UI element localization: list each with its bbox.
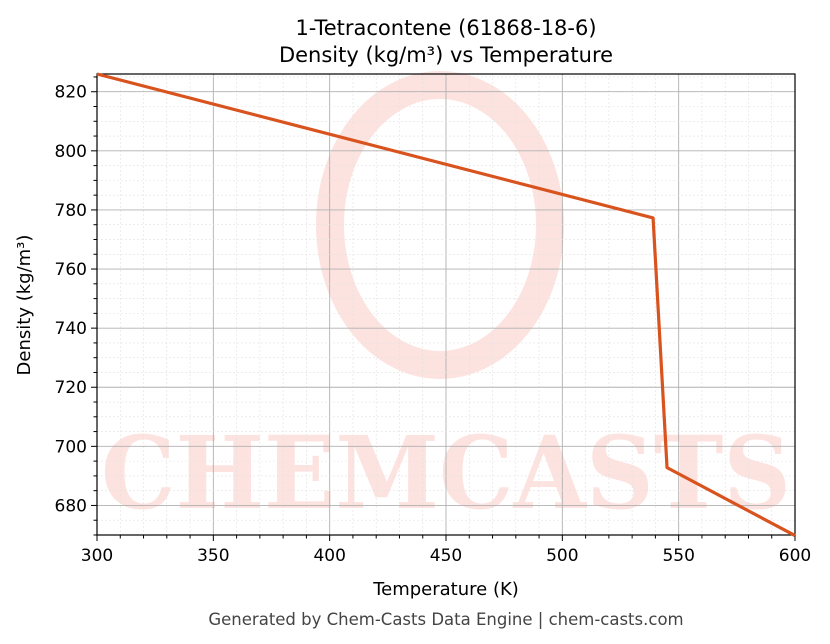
x-tick-label: 550 [662,546,694,566]
x-axis-label: Temperature (K) [372,579,519,600]
y-axis-label: Density (kg/m³) [14,235,35,376]
x-tick-label: 350 [197,546,229,566]
footer-text: Generated by Chem-Casts Data Engine | ch… [208,610,683,629]
chart-title: 1-Tetracontene (61868-18-6) [295,16,596,40]
x-tick-label: 300 [81,546,113,566]
y-tick-label: 700 [55,437,87,457]
y-tick-label: 820 [55,83,87,103]
y-tick-label: 760 [55,260,87,280]
y-tick-label: 740 [55,319,87,339]
x-tick-label: 450 [430,546,462,566]
x-tick-label: 500 [546,546,578,566]
y-tick-label: 680 [55,496,87,516]
x-tick-label: 600 [779,546,811,566]
chart-subtitle: Density (kg/m³) vs Temperature [279,43,613,67]
y-tick-label: 720 [55,378,87,398]
x-tick-label: 400 [313,546,345,566]
y-tick-label: 780 [55,201,87,221]
plot-frame [96,73,796,536]
y-tick-label: 800 [55,142,87,162]
density-series-line [96,72,796,538]
